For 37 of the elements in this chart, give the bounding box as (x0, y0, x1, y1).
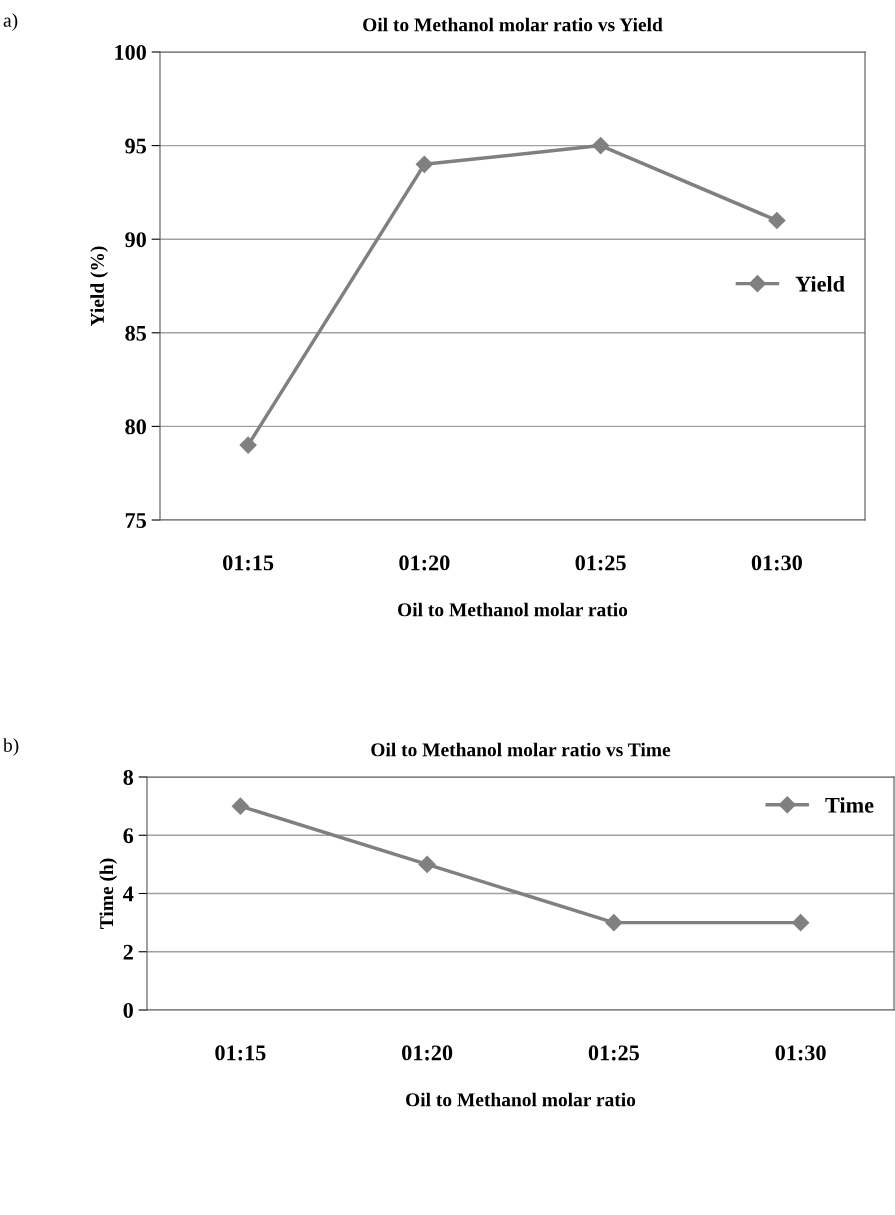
point (415, 155, 433, 173)
y-tick-label: 2 (123, 944, 133, 960)
x-tick-label: 01:15 (223, 555, 274, 571)
y-tick-label: 100 (115, 44, 146, 60)
point (592, 137, 610, 155)
point (239, 436, 257, 454)
x-tick-label: 01:20 (399, 555, 450, 571)
point (231, 797, 249, 815)
x-tick-label: 01:30 (751, 555, 802, 571)
y-tick-label: 0 (123, 1002, 133, 1018)
point (768, 211, 786, 230)
x-tick-label: 01:25 (588, 1045, 639, 1061)
text: a) (3, 13, 18, 31)
x-tick-label: 01:15 (215, 1045, 266, 1061)
y-axis-title: Time (h) (99, 858, 118, 929)
x-tick-label: 01:20 (402, 1045, 453, 1061)
y-tick-label: 4 (123, 886, 134, 902)
legend-label: Yield (795, 275, 845, 292)
point (418, 855, 436, 873)
point (792, 914, 810, 932)
x-tick-label: 01:30 (775, 1045, 826, 1061)
y-tick-label: 90 (125, 232, 146, 248)
chart-title: Oil to Methanol molar ratio vs Yield (363, 17, 663, 32)
x-axis-title: Oil to Methanol molar ratio (398, 602, 628, 617)
y-tick-label: 85 (125, 325, 146, 341)
y-tick-label: 80 (125, 419, 146, 435)
text: b) (3, 738, 19, 756)
legend-label: Time (825, 797, 874, 813)
y-axis-title: Yield (%) (90, 246, 108, 327)
y-tick-label: 75 (125, 513, 146, 528)
x-axis-title: Oil to Methanol molar ratio (406, 1092, 636, 1107)
y-tick-label: 6 (123, 828, 134, 844)
point (605, 914, 623, 932)
chart-title: Oil to Methanol molar ratio vs Time (371, 742, 671, 757)
x-tick-label: 01:25 (575, 555, 626, 571)
y-tick-label: 95 (125, 138, 146, 154)
y-tick-label: 8 (123, 769, 134, 785)
